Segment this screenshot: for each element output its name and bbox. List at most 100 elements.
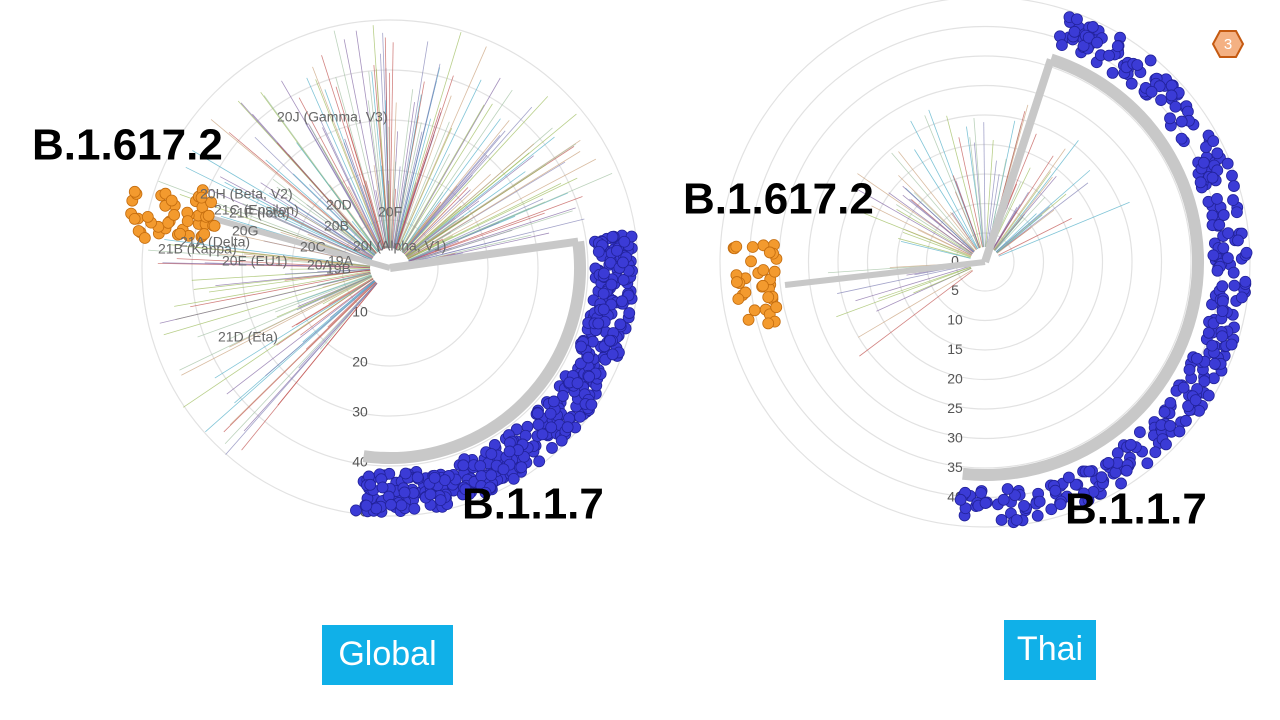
sample-dot xyxy=(545,421,558,434)
branch xyxy=(219,176,373,259)
sample-dot xyxy=(1183,363,1196,376)
sample-dot xyxy=(1207,135,1220,148)
branch xyxy=(408,196,583,262)
sample-dot xyxy=(1069,478,1082,491)
sample-dot xyxy=(1153,80,1166,93)
sample-dot xyxy=(503,445,516,458)
sample-dot xyxy=(195,191,208,204)
sample-dot xyxy=(1144,54,1157,67)
lineage-label: B.1.1.7 xyxy=(462,480,604,529)
trunk xyxy=(981,58,1055,264)
branch xyxy=(994,140,1079,251)
clade-label: 20I (Alpha, V1) xyxy=(353,238,446,254)
ring-label: 10 xyxy=(352,304,368,320)
sample-dot xyxy=(385,498,397,511)
sample-dot xyxy=(1235,291,1248,304)
sample-dot xyxy=(1190,352,1203,365)
branch xyxy=(363,185,385,249)
branch xyxy=(276,186,375,257)
sample-dot xyxy=(1198,375,1211,388)
branch xyxy=(858,269,973,338)
sample-dot xyxy=(1164,419,1176,432)
branch xyxy=(322,127,382,251)
branch xyxy=(333,30,387,249)
sample-dot xyxy=(1175,115,1188,128)
sample-dot xyxy=(571,377,584,390)
branch xyxy=(157,262,371,268)
branch xyxy=(917,229,972,256)
sample-dot xyxy=(1045,503,1058,516)
sample-dot xyxy=(479,486,492,499)
branch xyxy=(328,277,373,305)
branch xyxy=(300,279,375,336)
sample-dot xyxy=(1141,457,1154,470)
branch xyxy=(395,75,454,250)
branch xyxy=(403,189,471,255)
ring-label: 25 xyxy=(947,400,963,416)
branch xyxy=(229,275,372,348)
sample-dot xyxy=(748,304,761,317)
sample-dot xyxy=(1189,394,1202,406)
sample-dot xyxy=(762,291,775,304)
branch xyxy=(408,201,546,261)
sample-dot xyxy=(623,307,636,319)
branch xyxy=(928,109,980,249)
sample-dot xyxy=(592,317,605,330)
sample-dot xyxy=(1018,499,1030,512)
clade-label: 21C (Epsilon) xyxy=(214,202,299,218)
branch xyxy=(896,209,973,255)
branch xyxy=(996,193,1067,253)
branch xyxy=(302,280,375,343)
branch xyxy=(406,215,465,258)
branch xyxy=(181,276,373,376)
ring-label: 30 xyxy=(947,430,963,446)
sample-dot xyxy=(1031,509,1044,522)
sample-dot xyxy=(585,398,598,411)
branch xyxy=(266,213,372,261)
branch xyxy=(276,142,377,254)
sample-dot xyxy=(428,471,441,484)
sample-dot xyxy=(1071,13,1083,26)
sample-dot xyxy=(1232,234,1244,247)
sample-dot xyxy=(1054,498,1067,511)
ring-label: 5 xyxy=(951,282,959,298)
clade-label: 21B (Kappa) xyxy=(158,241,237,257)
branch xyxy=(215,269,371,287)
sample-dot xyxy=(408,502,421,515)
sample-dot xyxy=(604,334,616,347)
sample-dot xyxy=(730,276,743,288)
sample-dot xyxy=(745,255,757,268)
ring-label: 20 xyxy=(352,354,368,370)
branch xyxy=(398,79,482,251)
sample-dot xyxy=(561,421,574,434)
sample-dot xyxy=(768,265,781,278)
branch xyxy=(402,130,506,253)
branch xyxy=(407,151,581,259)
branch xyxy=(902,185,975,252)
ring-label: 0 xyxy=(951,253,959,269)
sample-dot xyxy=(1228,279,1241,292)
sample-dot xyxy=(128,185,141,198)
branch xyxy=(332,219,376,256)
ring xyxy=(719,0,1251,528)
sample-dot xyxy=(1131,59,1144,71)
trunk xyxy=(362,240,586,464)
sample-dot xyxy=(1160,438,1172,451)
sample-dot xyxy=(399,467,412,480)
sample-dot xyxy=(1010,514,1023,526)
sample-dot xyxy=(616,295,628,308)
sample-dot xyxy=(1240,246,1253,259)
branch xyxy=(277,211,373,259)
branch xyxy=(296,275,372,311)
branch xyxy=(315,79,384,250)
clade-label: 20A xyxy=(307,257,333,273)
branch xyxy=(351,220,379,253)
branch xyxy=(397,121,450,250)
branch xyxy=(214,248,371,267)
branch xyxy=(993,171,1051,251)
clade-label: 20C xyxy=(300,239,326,255)
sample-dot xyxy=(557,390,569,402)
branch xyxy=(332,205,377,254)
branch xyxy=(395,63,441,249)
sample-dot xyxy=(1211,264,1224,277)
